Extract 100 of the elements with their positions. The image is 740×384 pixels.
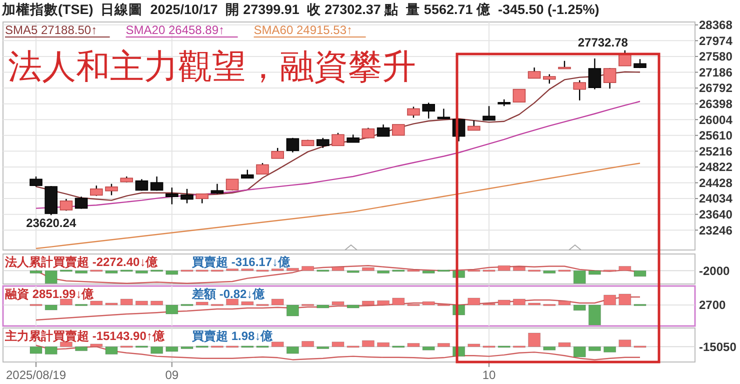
- y-tick-label: 23246: [699, 223, 733, 238]
- bar: [362, 340, 374, 347]
- bar: [573, 304, 586, 311]
- bar: [422, 301, 435, 306]
- candlestick: [256, 162, 269, 175]
- bar: [271, 298, 284, 306]
- candlestick: [150, 176, 164, 192]
- candlestick: [573, 80, 586, 101]
- bar: [422, 346, 435, 350]
- candlestick: [588, 58, 602, 90]
- bar: [588, 304, 601, 326]
- chart-title: 法人累計買賣超 -2272.40↓億: [4, 255, 159, 269]
- chart-title: 加權指數(TSE) 日線圖 2025/10/17 開 27399.91 收 27302.37 點 量 5562.71 億 -345.50 (-1.25%): [1, 1, 600, 17]
- bar: [75, 346, 88, 352]
- bar: [196, 302, 208, 306]
- bar: [377, 300, 390, 306]
- candlestick: [332, 132, 344, 146]
- line-series: [35, 100, 641, 209]
- bar: [543, 346, 556, 350]
- bar: [105, 302, 118, 306]
- chart-subtitle: 買賣超 1.98↓億: [191, 329, 274, 343]
- bar: [44, 346, 58, 354]
- bar: [302, 340, 314, 347]
- candlestick: [74, 196, 88, 210]
- bar: [150, 346, 164, 354]
- y-tick-label: 25216: [699, 144, 733, 158]
- y-tick-label: 24428: [699, 176, 733, 190]
- bar: [120, 298, 133, 306]
- bar: [468, 344, 480, 347]
- candlestick: [362, 127, 375, 139]
- candlestick: [196, 192, 208, 204]
- candlestick: [482, 106, 496, 121]
- y-tick-label: 27580: [699, 50, 733, 64]
- bar: [166, 304, 178, 314]
- chart-subtitle: 差額 -0.82↓億: [191, 287, 266, 301]
- y-tick-label: 27974: [699, 34, 733, 48]
- bar: [332, 342, 344, 347]
- bar: [332, 301, 344, 306]
- candlestick: [180, 188, 194, 204]
- x-tick-label: 09: [165, 368, 179, 382]
- annotation: 法人和主力觀望，融資攀升: [8, 48, 416, 86]
- bar: [166, 346, 178, 352]
- text: SMA60 24915.53↑: [254, 23, 353, 37]
- bar: [437, 343, 450, 347]
- bar: [528, 332, 541, 347]
- candlestick: [286, 137, 300, 153]
- annotation: 27732.78: [578, 35, 628, 50]
- bar: [30, 346, 42, 354]
- bar: [286, 304, 299, 316]
- chart-subtitle: 買賣超 -316.17↓億: [191, 255, 292, 269]
- bar: [346, 304, 360, 308]
- bar: [407, 343, 420, 347]
- annotation: 23620.24: [26, 216, 76, 230]
- candlestick: [528, 66, 541, 79]
- bar: [90, 344, 103, 347]
- candlestick: [422, 102, 435, 120]
- bar: [105, 346, 118, 354]
- bar: [528, 302, 541, 306]
- bar: [573, 346, 586, 358]
- candlestick: [166, 186, 178, 205]
- bar: [604, 294, 616, 306]
- bar: [180, 346, 194, 350]
- chart-title: 主力累計買賣超 -15143.90↑億: [4, 329, 166, 343]
- candlestick: [376, 124, 390, 137]
- y-tick-label: 27186: [699, 65, 733, 80]
- candlestick: [105, 183, 118, 196]
- bar: [558, 300, 571, 306]
- bar: [60, 342, 72, 347]
- candlestick: [392, 124, 405, 136]
- y-tick-label: 24822: [699, 160, 733, 174]
- candlestick: [407, 106, 420, 118]
- bar: [392, 298, 405, 306]
- candlestick: [226, 178, 239, 191]
- x-tick-label: 2025/08/19: [6, 368, 66, 382]
- bar: [362, 300, 374, 306]
- y-tick-label: 26792: [699, 81, 733, 96]
- bar: [498, 300, 510, 306]
- bar: [271, 342, 284, 347]
- bar: [286, 346, 299, 354]
- bar: [604, 346, 616, 352]
- bar: [316, 304, 330, 308]
- text: 2700: [699, 298, 726, 312]
- bar: [618, 294, 632, 306]
- bar: [588, 346, 601, 352]
- candlestick: [30, 176, 42, 188]
- y-tick-label: 23640: [699, 208, 733, 222]
- text: SMA20 26458.89↑: [126, 23, 225, 37]
- candlestick: [603, 67, 616, 90]
- bar: [60, 298, 72, 306]
- candlestick: [543, 74, 556, 84]
- candlestick: [512, 88, 526, 102]
- bar: [618, 340, 632, 347]
- bar: [226, 298, 239, 306]
- text: SMA5 27188.50↑: [5, 23, 98, 37]
- y-tick-label: 24034: [699, 192, 733, 206]
- bar: [558, 342, 571, 347]
- candlestick: [90, 184, 103, 197]
- x-tick-label: 10: [482, 368, 496, 382]
- y-tick-label: 26398: [699, 97, 733, 112]
- candlestick: [210, 183, 224, 194]
